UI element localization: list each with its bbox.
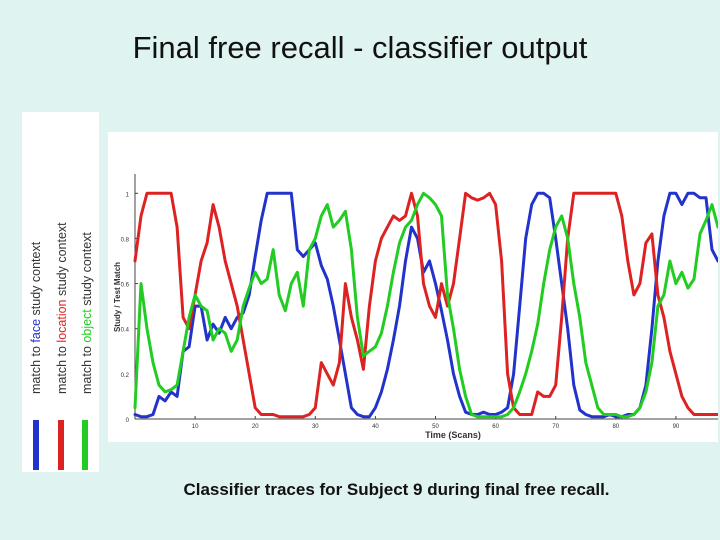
x-tick-label: 70 bbox=[552, 424, 559, 430]
chart-series-layer bbox=[133, 191, 720, 419]
legend-suffix: study context bbox=[29, 241, 43, 319]
series-line-object bbox=[133, 191, 720, 419]
x-tick-label: 80 bbox=[612, 424, 619, 430]
classifier-chart: 1 0.8 0.6 0.4 0.2 0 10 20 30 40 50 60 70 80 90 Time (S… bbox=[108, 132, 720, 442]
y-tick-label: 0.4 bbox=[121, 328, 130, 334]
y-tick-label: 0.2 bbox=[121, 373, 130, 379]
legend-prefix: match to bbox=[55, 342, 69, 394]
legend-label-location: match to location study context bbox=[55, 222, 69, 394]
chart-frame: 1 0.8 0.6 0.4 0.2 0 10 20 30 40 50 60 70 80 90 Time (S… bbox=[108, 132, 720, 442]
y-axis-label: Study / Test Match bbox=[113, 262, 122, 332]
y-tick-label: 0.6 bbox=[121, 283, 130, 289]
legend-swatch-object bbox=[82, 420, 88, 470]
legend-key-location: location bbox=[55, 299, 69, 343]
legend-key-object: object bbox=[80, 309, 94, 343]
x-tick-label: 90 bbox=[673, 424, 680, 430]
y-tick-label: 0.8 bbox=[121, 237, 130, 243]
x-tick-label: 50 bbox=[432, 424, 439, 430]
series-line-location bbox=[133, 191, 720, 419]
x-tick-label: 20 bbox=[252, 424, 259, 430]
slide-title: Final free recall - classifier output bbox=[132, 30, 588, 65]
x-tick-label: 10 bbox=[192, 424, 199, 430]
x-tick-label: 30 bbox=[312, 424, 319, 430]
legend-suffix: study context bbox=[55, 222, 69, 300]
legend-prefix: match to bbox=[80, 342, 94, 394]
x-tick-label: 40 bbox=[372, 424, 379, 430]
legend-panel: match to face study context match to loc… bbox=[22, 112, 99, 472]
x-axis-label: Time (Scans) bbox=[425, 430, 481, 440]
legend-swatch-face bbox=[33, 420, 39, 470]
y-tick-label: 0 bbox=[126, 418, 130, 424]
legend-key-face: face bbox=[29, 318, 43, 343]
chart-background bbox=[108, 132, 718, 442]
legend-prefix: match to bbox=[29, 342, 43, 394]
legend-suffix: study context bbox=[80, 232, 94, 310]
y-tick-label: 1 bbox=[126, 192, 130, 198]
legend-label-object: match to object study context bbox=[80, 232, 94, 394]
x-tick-label: 60 bbox=[492, 424, 499, 430]
legend-swatch-location bbox=[58, 420, 64, 470]
figure-caption: Classifier traces for Subject 9 during f… bbox=[183, 480, 610, 499]
chart-axes: 1 0.8 0.6 0.4 0.2 0 10 20 30 40 50 60 70 80 90 bbox=[121, 174, 718, 430]
legend-label-face: match to face study context bbox=[29, 242, 43, 394]
